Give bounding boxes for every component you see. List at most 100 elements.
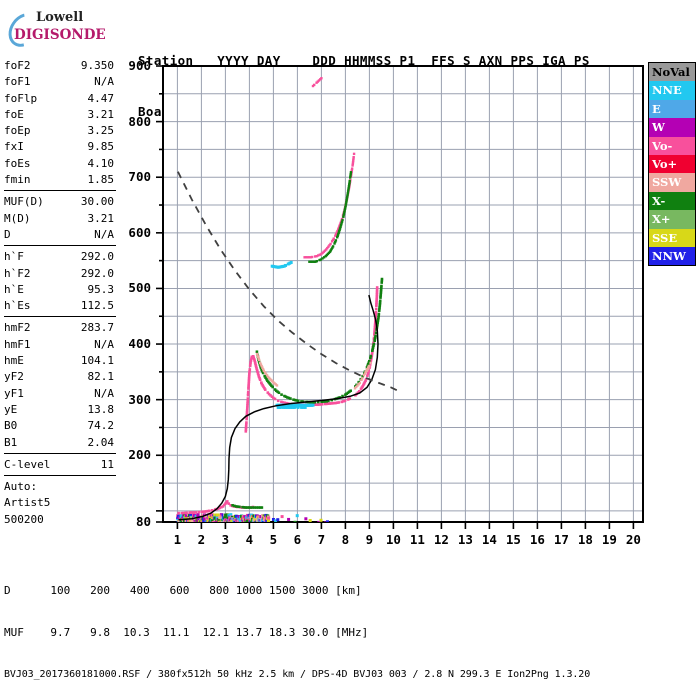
param-row: fmin 1.85	[4, 172, 120, 188]
param-key: hmF2	[4, 321, 31, 335]
param-row: h`E 95.3	[4, 282, 120, 298]
param-value: 3.25	[87, 124, 115, 138]
param-divider	[4, 316, 116, 318]
param-key: foF1	[4, 75, 31, 89]
param-divider	[4, 452, 116, 454]
param-row: foF2 9.350	[4, 58, 120, 74]
x-axis-tick-label: 19	[601, 532, 617, 547]
x-axis-tick-label: 3	[221, 532, 230, 547]
x-axis	[176, 522, 635, 529]
legend-item-nnw[interactable]: NNW	[649, 246, 695, 266]
y-axis-tick-label: 900	[128, 58, 151, 73]
param-key: yF1	[4, 386, 24, 400]
x-axis-tick-label: 16	[529, 532, 545, 547]
param-row: fxI 9.85	[4, 139, 120, 155]
legend-item-x-[interactable]: X-	[649, 191, 695, 211]
param-key: hmE	[4, 354, 24, 368]
param-key: h`F	[4, 250, 24, 264]
grid-lines	[163, 65, 643, 522]
logo-lowell-text: Lowell	[36, 10, 84, 25]
param-value: 112.5	[80, 299, 114, 313]
param-row: hmF2 283.7	[4, 320, 120, 336]
y-axis-tick-label: 300	[128, 391, 151, 407]
param-key: B0	[4, 419, 18, 433]
legend-item-noval[interactable]: NoVal	[649, 63, 695, 82]
param-divider	[4, 475, 116, 477]
param-key: yF2	[4, 370, 24, 384]
param-value: 292.0	[80, 250, 114, 264]
param-key: M(D)	[4, 211, 31, 225]
param-row: foEp 3.25	[4, 123, 120, 139]
legend-item-w[interactable]: W	[649, 118, 695, 137]
param-key: foE	[4, 107, 24, 121]
param-value: 4.10	[87, 156, 115, 170]
param-row: yE 13.8	[4, 402, 120, 418]
legend-item-vo-[interactable]: Vo+	[649, 154, 695, 174]
param-row: yF1 N/A	[4, 386, 120, 402]
footer-info: D 100 200 400 600 800 1000 1500 3000 [km…	[4, 556, 590, 696]
param-key: yE	[4, 402, 18, 416]
y-axis-tick-label: 500	[128, 280, 151, 296]
x-axis-tick-label: 12	[433, 532, 449, 547]
series-x-trace-e-layer	[231, 504, 264, 509]
legend-item-vo-[interactable]: Vo-	[649, 136, 695, 155]
param-value: 82.1	[87, 370, 115, 384]
x-axis-tick-label: 4	[245, 532, 254, 547]
param-row: hmF1 N/A	[4, 337, 120, 353]
param-key: B1	[4, 435, 18, 449]
param-row: C-level 11	[4, 457, 120, 473]
param-row: foE 3.21	[4, 107, 120, 123]
y-axis	[156, 65, 163, 523]
muf-dashed-curve	[177, 171, 399, 392]
legend-item-e[interactable]: E	[649, 99, 695, 119]
x-axis-tick-label: 1	[173, 532, 182, 547]
param-key: foEp	[4, 124, 31, 138]
x-axis-tick-label: 13	[457, 532, 473, 547]
legend-item-nne[interactable]: NNE	[649, 81, 695, 100]
param-key: h`Es	[4, 299, 31, 313]
param-key: h`F2	[4, 266, 31, 280]
param-row: foEs 4.10	[4, 156, 120, 172]
param-auto-line: 500200	[4, 512, 44, 526]
param-row: B1 2.04	[4, 435, 120, 451]
y-axis-tick-label: 80	[135, 514, 151, 529]
legend-item-x-[interactable]: X+	[649, 210, 695, 229]
lowell-digisonde-logo: Lowell DIGISONDE	[2, 7, 128, 53]
x-axis-tick-label: 14	[481, 532, 497, 547]
header-columns-row: Station YYYY DAY DDD HHMMSS P1 FFS S AXN…	[138, 53, 590, 68]
x-axis-tick-label: 7	[317, 532, 326, 547]
param-value: 9.350	[80, 59, 114, 72]
footer-muf-row: MUF 9.7 9.8 10.3 11.1 12.1 13.7 18.3 30.…	[4, 626, 369, 639]
series-second-hop-2f-x-trace	[308, 171, 353, 263]
param-value: 3.21	[87, 107, 115, 121]
param-value: 13.8	[87, 402, 115, 416]
legend-item-ssw[interactable]: SSW	[649, 173, 695, 192]
x-axis-tick-label: 20	[625, 532, 641, 547]
param-row: M(D) 3.21	[4, 211, 120, 227]
param-value: 292.0	[80, 266, 114, 280]
electron-density-profile-curve	[178, 294, 379, 521]
param-auto-line: Auto:	[4, 480, 38, 494]
param-key: h`E	[4, 282, 24, 296]
param-key: C-level	[4, 457, 51, 471]
param-row: D N/A	[4, 227, 120, 243]
param-row: foF1 N/A	[4, 74, 120, 90]
logo-digisonde-text: DIGISONDE	[14, 27, 106, 43]
param-auto-line: Artist5	[4, 496, 51, 510]
param-value: 30.00	[80, 195, 114, 209]
param-value: N/A	[94, 227, 114, 241]
ionogram-parameters-panel: foF2 9.350 foF1 N/A foFlp 4.47 foE 3.21 foEp 3.25…	[4, 58, 120, 528]
param-value: 4.47	[87, 91, 115, 105]
y-axis-tick-label: 400	[128, 336, 151, 352]
param-row: h`F 292.0	[4, 249, 120, 265]
param-value: 104.1	[80, 354, 114, 368]
param-row: yF2 82.1	[4, 369, 120, 385]
param-key: D	[4, 227, 11, 241]
param-value: 283.7	[80, 321, 114, 335]
param-key: fmin	[4, 173, 31, 187]
plot-background	[163, 66, 643, 522]
y-axis-tick-label: 800	[128, 113, 151, 129]
x-axis-tick-label: 17	[553, 532, 569, 547]
legend-item-sse[interactable]: SSE	[649, 228, 695, 247]
series-ssw-weak-echoes	[255, 352, 372, 390]
